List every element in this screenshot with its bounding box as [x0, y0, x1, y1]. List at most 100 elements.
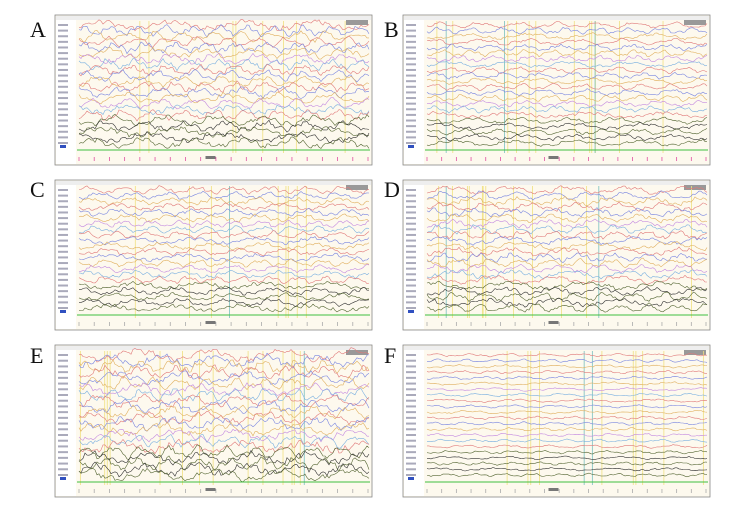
- eeg-trace: [78, 75, 370, 88]
- channel-name: [406, 290, 416, 293]
- channel-name: [406, 422, 416, 425]
- eeg-panel: [402, 344, 711, 498]
- eeg-trace: [426, 128, 708, 136]
- channel-name: [58, 284, 68, 287]
- status-box: [346, 20, 368, 25]
- channel-name: [58, 428, 68, 431]
- eeg-trace: [426, 195, 708, 207]
- channel-name: [406, 217, 416, 220]
- channel-name: [406, 46, 416, 49]
- eeg-trace: [78, 126, 370, 138]
- eeg-trace: [426, 43, 708, 52]
- channel-name: [406, 359, 416, 362]
- channel-name: [406, 394, 416, 396]
- eeg-trace: [426, 450, 708, 455]
- eeg-trace: [78, 303, 370, 313]
- eeg-trace: [78, 264, 370, 274]
- channel-name: [406, 416, 416, 419]
- eeg-trace: [426, 224, 708, 235]
- eeg-trace: [78, 467, 370, 483]
- eeg-trace: [78, 347, 370, 363]
- channel-name: [406, 468, 416, 471]
- eeg-trace: [426, 116, 708, 125]
- channel-name: [406, 228, 416, 231]
- eeg-trace: [426, 77, 708, 85]
- eeg-trace: [78, 404, 370, 420]
- eeg-trace: [78, 455, 370, 472]
- eeg-trace: [78, 416, 370, 432]
- eeg-trace: [78, 359, 370, 374]
- channel-name: [406, 205, 416, 208]
- channel-name: [58, 46, 68, 49]
- scrollbar: [548, 488, 559, 491]
- channel-name: [406, 365, 416, 368]
- eeg-trace: [426, 122, 708, 130]
- channel-name: [406, 239, 416, 242]
- channel-name: [406, 85, 416, 88]
- eeg-trace: [78, 41, 370, 55]
- toolbar-strip: [56, 181, 371, 185]
- channel-name: [58, 439, 68, 442]
- channel-column: [56, 346, 76, 496]
- channel-name: [406, 57, 416, 60]
- channel-name: [406, 35, 416, 38]
- eeg-trace: [426, 21, 708, 29]
- toolbar-strip: [404, 346, 709, 350]
- channel-name: [406, 451, 416, 454]
- eeg-trace: [78, 104, 370, 116]
- channel-name: [58, 200, 68, 203]
- channel-name: [58, 24, 68, 26]
- channel-name: [406, 382, 416, 385]
- toolbar-strip: [56, 16, 371, 20]
- channel-name: [406, 267, 416, 270]
- channel-name: [406, 474, 416, 476]
- channel-name: [406, 29, 416, 32]
- eeg-trace: [78, 434, 370, 449]
- blue-indicator: [408, 310, 414, 313]
- channel-name: [58, 359, 68, 362]
- scrollbar: [205, 321, 216, 324]
- channel-name: [58, 130, 68, 133]
- channel-name: [58, 136, 68, 139]
- eeg-trace: [78, 19, 370, 32]
- channel-name: [58, 399, 68, 402]
- eeg-panel: [54, 14, 373, 166]
- channel-name: [406, 142, 416, 144]
- toolbar-strip: [404, 16, 709, 20]
- channel-name: [58, 245, 68, 248]
- channel-name: [406, 371, 416, 374]
- eeg-trace: [78, 196, 370, 206]
- eeg-trace: [426, 49, 708, 58]
- channel-name: [58, 68, 68, 71]
- eeg-trace: [427, 438, 708, 443]
- channel-name: [406, 136, 416, 139]
- panel-label: B: [384, 17, 399, 42]
- eeg-panel: [402, 14, 711, 166]
- channel-name: [58, 405, 68, 408]
- panel-label: A: [30, 17, 46, 42]
- panel-label: D: [384, 177, 400, 202]
- panel-label: E: [30, 343, 43, 368]
- eeg-trace: [78, 269, 370, 279]
- eeg-trace: [78, 52, 370, 65]
- eeg-trace: [78, 136, 370, 149]
- eeg-trace: [427, 404, 708, 409]
- channel-name: [406, 388, 416, 391]
- eeg-trace: [427, 444, 708, 449]
- eeg-trace: [78, 387, 370, 402]
- channel-name: [406, 262, 416, 265]
- channel-name: [406, 200, 416, 203]
- eeg-trace: [78, 97, 370, 110]
- eeg-trace: [78, 410, 370, 426]
- eeg-trace: [78, 113, 370, 127]
- eeg-trace: [426, 61, 708, 68]
- eeg-trace: [426, 280, 708, 291]
- eeg-trace: [426, 32, 708, 41]
- channel-name: [406, 245, 416, 248]
- eeg-trace: [426, 375, 708, 381]
- channel-name: [58, 189, 68, 191]
- status-box: [346, 350, 368, 355]
- eeg-trace: [78, 85, 370, 100]
- eeg-trace: [426, 286, 708, 296]
